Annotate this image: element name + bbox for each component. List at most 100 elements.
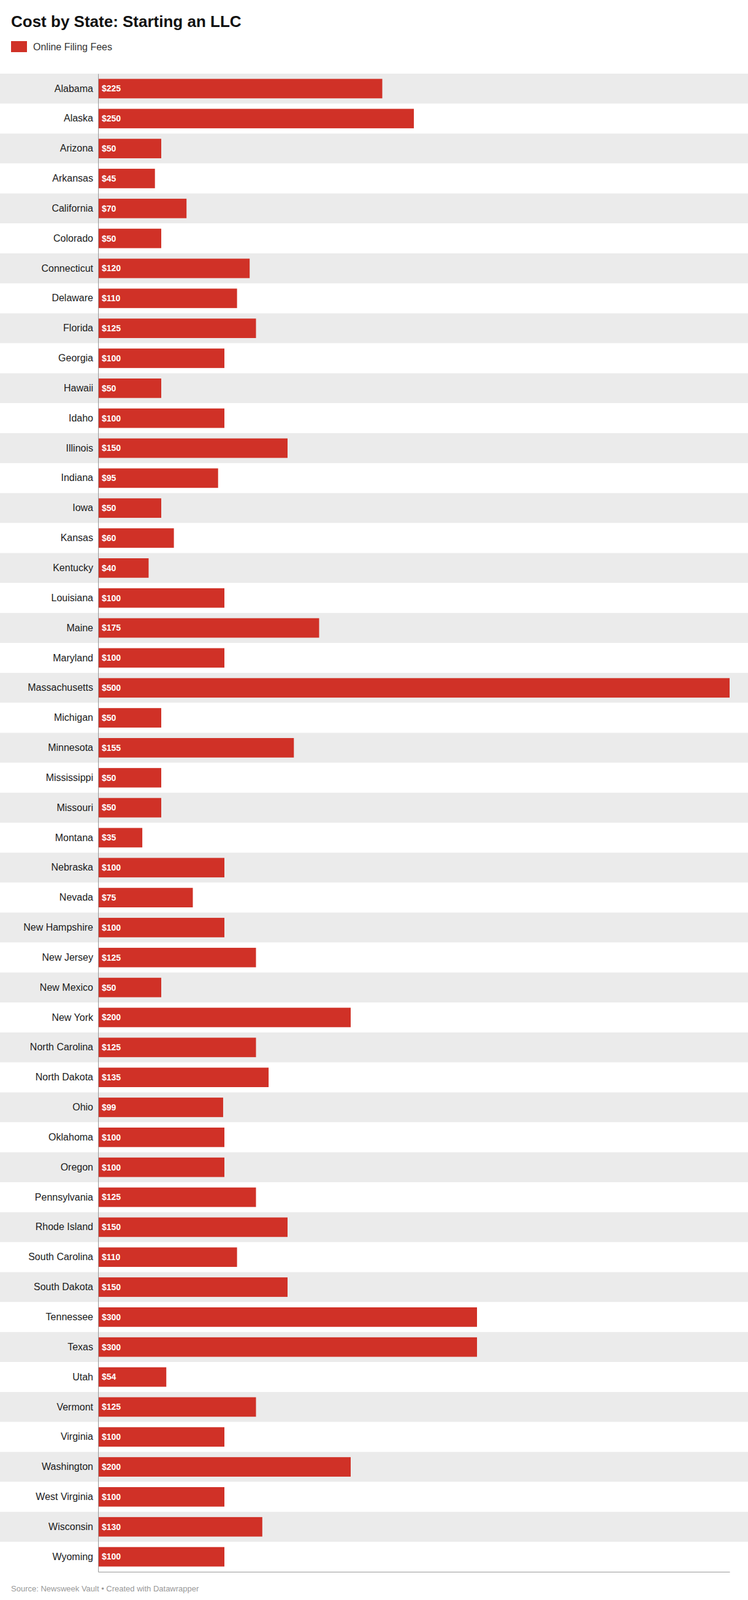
bar <box>98 168 156 189</box>
bar <box>98 947 257 967</box>
data-label: $50 <box>101 982 117 993</box>
row-background <box>0 912 748 943</box>
y-tick: Connecticut <box>41 263 99 274</box>
y-tick: Kansas <box>60 532 99 543</box>
bar <box>98 648 225 668</box>
y-tick: Kentucky <box>52 562 99 573</box>
bar <box>98 707 162 728</box>
y-tick-label: Iowa <box>72 502 94 513</box>
row-background <box>0 462 748 493</box>
row-background <box>0 642 748 673</box>
row-background <box>0 1121 748 1152</box>
x-axis-line <box>98 1570 731 1572</box>
y-tick-label: Nebraska <box>51 861 94 872</box>
bar <box>98 497 162 518</box>
y-tick: New York <box>51 1011 99 1023</box>
y-tick-label: West Virginia <box>35 1490 94 1501</box>
data-label: $200 <box>101 1011 121 1022</box>
data-label: $100 <box>101 1131 121 1142</box>
row-background <box>0 1331 748 1362</box>
y-tick: Wisconsin <box>48 1520 99 1531</box>
y-axis: AlabamaAlaskaArizonaArkansasCaliforniaCo… <box>23 74 99 1572</box>
bar <box>98 258 250 279</box>
row-background <box>0 283 748 314</box>
y-tick-label: North Dakota <box>35 1071 94 1082</box>
y-tick-label: Arkansas <box>52 172 94 184</box>
y-tick-label: Wisconsin <box>48 1520 94 1531</box>
y-tick: Washington <box>41 1460 99 1471</box>
data-label: $50 <box>101 712 117 723</box>
y-tick-label: North Carolina <box>30 1041 94 1052</box>
row-background <box>0 941 748 972</box>
data-label: $100 <box>101 862 121 872</box>
y-tick: Maryland <box>52 652 99 663</box>
legend-swatch <box>11 41 27 53</box>
bar <box>98 348 225 368</box>
bar <box>98 228 162 249</box>
data-label: $50 <box>101 772 117 783</box>
data-label: $40 <box>101 562 117 573</box>
y-tick-label: Colorado <box>53 232 94 244</box>
y-tick-label: Rhode Island <box>35 1220 94 1232</box>
row-background <box>0 1540 748 1571</box>
y-tick: Virginia <box>60 1430 99 1441</box>
data-label: $150 <box>101 442 121 453</box>
bar <box>98 737 294 758</box>
row-background <box>0 612 748 643</box>
row-background <box>0 432 748 463</box>
row-background <box>0 522 748 554</box>
y-tick-label: Alaska <box>63 112 94 124</box>
y-tick-label: Minnesota <box>47 741 94 753</box>
data-label: $300 <box>101 1311 121 1322</box>
row-background <box>0 702 748 733</box>
legend-label: Online Filing Fees <box>33 41 113 53</box>
y-tick-label: Connecticut <box>41 263 94 274</box>
data-label: $250 <box>101 113 121 124</box>
row-background <box>0 672 748 703</box>
data-label: $100 <box>101 1161 121 1172</box>
y-tick: California <box>51 202 99 214</box>
row-background <box>0 402 748 433</box>
data-label: $130 <box>101 1521 121 1531</box>
y-tick-label: Nevada <box>59 891 94 902</box>
y-tick: Iowa <box>72 502 99 513</box>
data-label: $110 <box>101 293 121 303</box>
row-background <box>0 223 748 254</box>
row-background <box>0 1151 748 1182</box>
data-label: $100 <box>101 652 121 663</box>
y-tick: Ohio <box>72 1101 99 1112</box>
bar <box>98 797 162 818</box>
data-label: $100 <box>101 1491 121 1501</box>
y-tick-label: Hawaii <box>63 382 94 394</box>
bar <box>98 827 143 848</box>
y-tick: Oklahoma <box>48 1131 99 1142</box>
data-label: $100 <box>101 1550 121 1561</box>
data-label: $50 <box>101 502 117 513</box>
bar <box>98 1066 269 1087</box>
y-tick-label: Massachusetts <box>27 681 94 693</box>
row-background <box>0 1031 748 1062</box>
y-tick: Maine <box>66 622 99 633</box>
data-label: $54 <box>101 1370 117 1381</box>
data-label: $225 <box>101 83 121 94</box>
y-tick: Vermont <box>56 1400 99 1412</box>
y-axis-line <box>98 74 99 1572</box>
y-tick-label: Maine <box>66 622 94 633</box>
y-tick-label: Georgia <box>58 352 94 363</box>
bar <box>98 1007 351 1027</box>
y-tick-label: South Dakota <box>33 1280 94 1292</box>
bar <box>98 1036 257 1057</box>
y-tick-label: Louisiana <box>51 592 94 603</box>
row-background <box>0 1391 748 1422</box>
bar <box>98 1186 257 1207</box>
y-tick: South Dakota <box>33 1280 99 1292</box>
row-background <box>0 971 748 1002</box>
row-background <box>0 552 748 583</box>
bar <box>98 527 175 548</box>
bars <box>98 79 730 1566</box>
row-background <box>0 822 748 853</box>
data-label: $60 <box>101 532 117 543</box>
bar <box>98 1426 225 1446</box>
data-label: $100 <box>101 592 121 603</box>
y-tick: Nevada <box>59 891 99 902</box>
